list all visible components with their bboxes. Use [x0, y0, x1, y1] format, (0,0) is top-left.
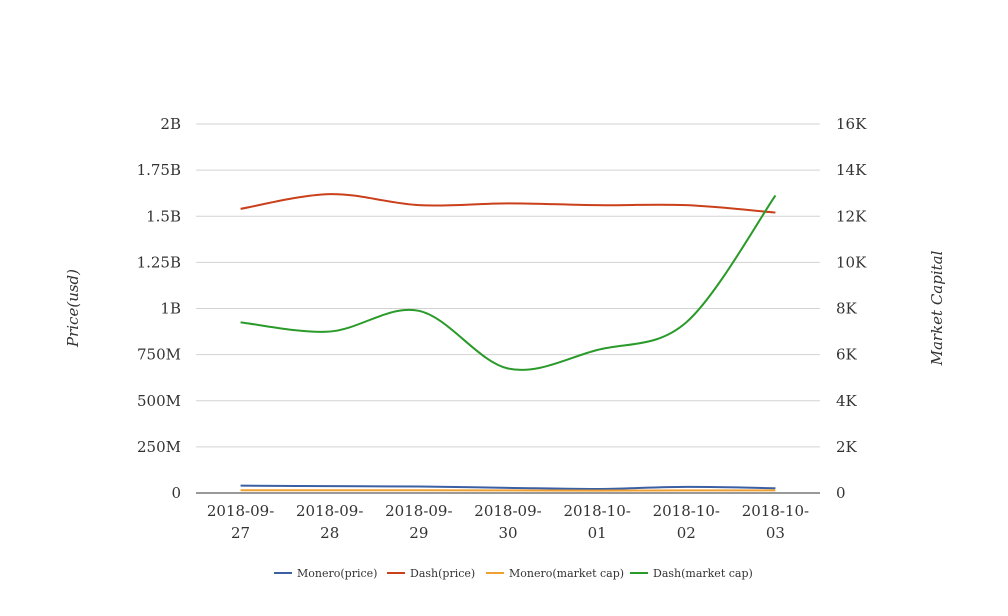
legend-label: Monero(price) — [297, 567, 377, 580]
right-tick-label: 14K — [836, 161, 867, 179]
legend-label: Dash(market cap) — [653, 567, 753, 580]
left-tick-label: 1.5B — [146, 207, 181, 225]
x-tick-label: 2018-09-28 — [296, 502, 363, 542]
legend-item-monero-price[interactable]: Monero(price) — [274, 567, 377, 580]
right-tick-label: 16K — [836, 115, 867, 133]
right-tick-label: 12K — [836, 207, 867, 225]
left-tick-label: 500M — [137, 392, 181, 410]
x-tick-label: 2018-10-03 — [742, 502, 809, 542]
left-axis-ticks: 0 250M 500M 750M 1B 1.25B 1.5B 1.75B 2B — [137, 115, 181, 502]
left-tick-label: 0 — [171, 484, 181, 502]
x-tick-label: 2018-09-29 — [385, 502, 452, 542]
x-axis-ticks: 2018-09-27 2018-09-28 2018-09-29 2018-09-30… — [207, 502, 809, 542]
legend-item-dash-price[interactable]: Dash(price) — [387, 567, 475, 580]
left-tick-label: 250M — [137, 438, 181, 456]
legend-label: Dash(price) — [410, 567, 475, 580]
series-line-monero-price — [240, 484, 776, 490]
left-tick-label: 1.75B — [137, 161, 181, 179]
grid-lines — [196, 123, 820, 494]
right-tick-label: 4K — [836, 392, 858, 410]
legend-label: Monero(market cap) — [509, 567, 624, 580]
x-tick-label: 2018-09-27 — [207, 502, 274, 542]
right-tick-label: 2K — [836, 438, 858, 456]
legend[interactable]: Monero(price) Dash(price) Monero(market ca… — [274, 567, 753, 580]
series-lines — [240, 193, 777, 492]
x-tick-label: 2018-10-01 — [563, 502, 630, 542]
right-tick-label: 8K — [836, 300, 858, 318]
right-tick-label: 0 — [836, 484, 846, 502]
series-line-dash-market-cap — [240, 194, 777, 371]
left-tick-label: 750M — [137, 346, 181, 364]
series-line-dash-price — [240, 193, 776, 214]
left-axis-title: Price(usd) — [64, 269, 82, 348]
legend-item-monero-market-cap[interactable]: Monero(market cap) — [486, 567, 624, 580]
legend-item-dash-market-cap[interactable]: Dash(market cap) — [630, 567, 753, 580]
left-tick-label: 2B — [160, 115, 181, 133]
right-tick-label: 6K — [836, 346, 858, 364]
x-tick-label: 2018-09-30 — [474, 502, 541, 542]
right-tick-label: 10K — [836, 253, 867, 271]
left-tick-label: 1.25B — [137, 253, 181, 271]
left-tick-label: 1B — [160, 300, 181, 318]
right-axis-ticks: 0 2K 4K 6K 8K 10K 12K 14K 16K — [836, 115, 867, 502]
right-axis-title: Market Capital — [928, 250, 946, 366]
x-tick-label: 2018-10-02 — [653, 502, 720, 542]
